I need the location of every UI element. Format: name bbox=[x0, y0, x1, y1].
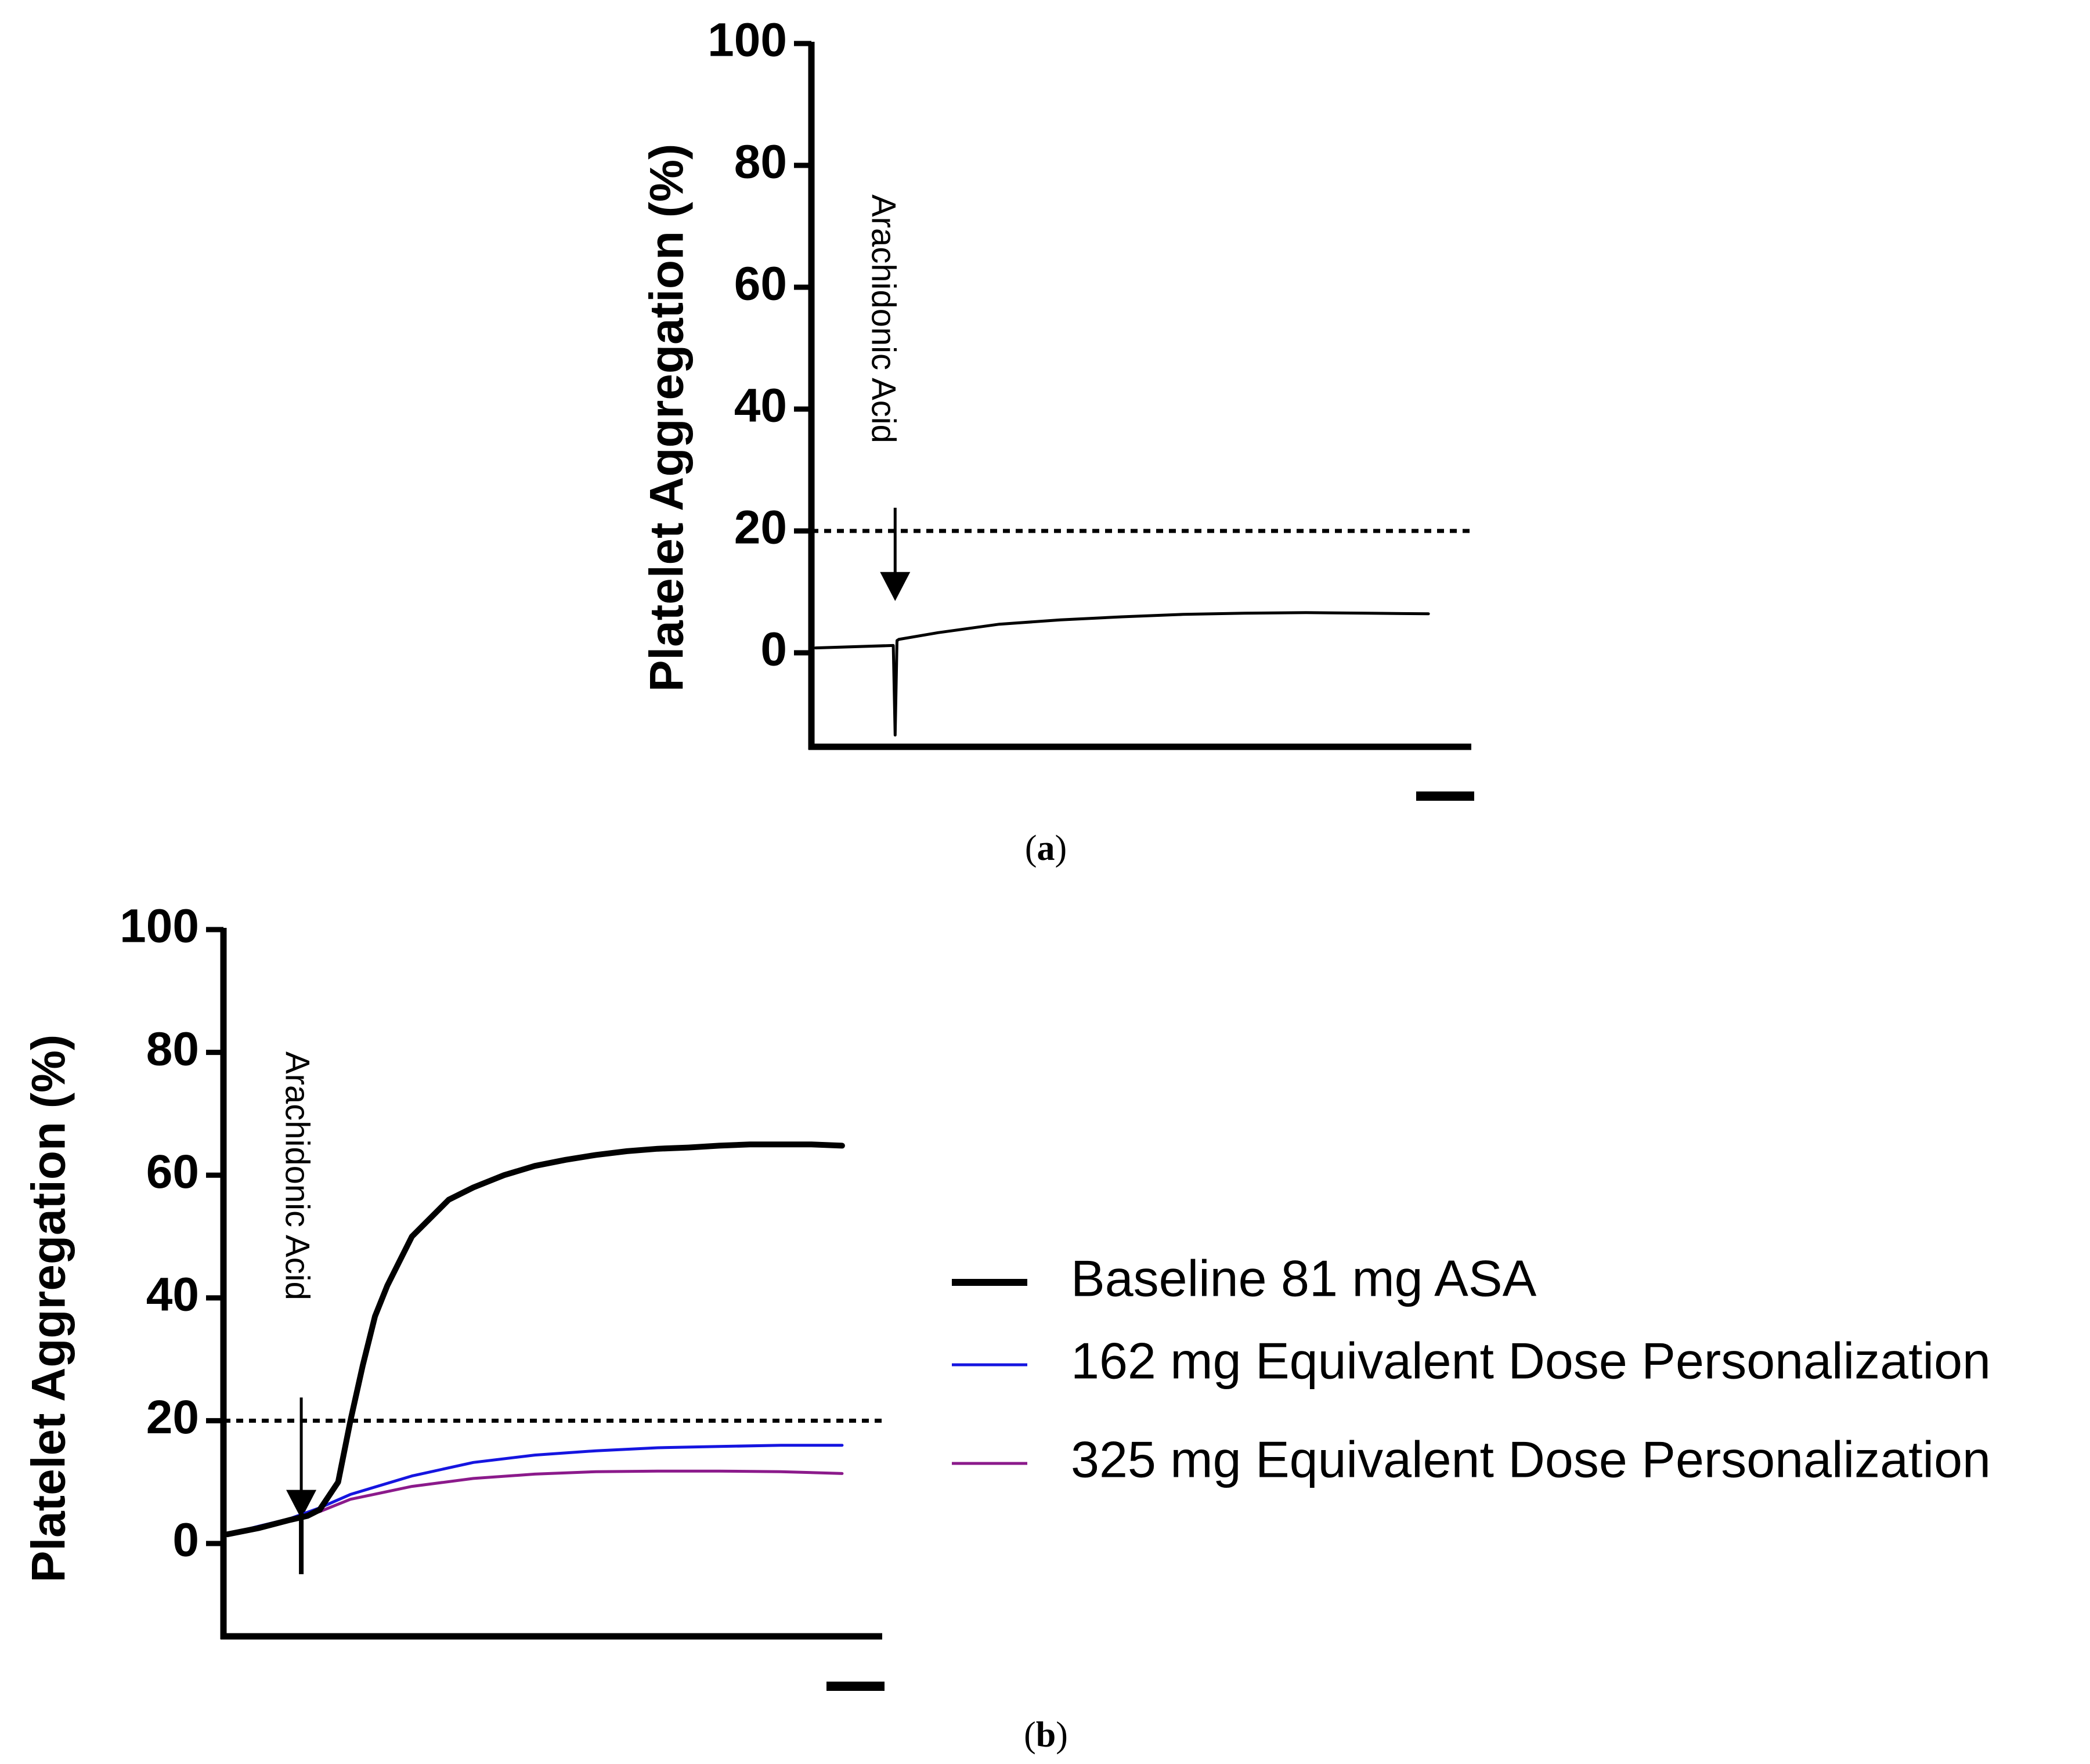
panel-b-y-tick-label-80: 80 bbox=[146, 1022, 199, 1075]
panel-a-series-trace bbox=[814, 611, 1430, 737]
panel-a-chart: Platelet Aggregation (%) Arachidonic Aci… bbox=[641, 14, 1474, 868]
legend-label-baseline: Baseline 81 mg ASA bbox=[1071, 1249, 1537, 1307]
panel-b-y-tick-label-40: 40 bbox=[146, 1268, 199, 1321]
panel-a-caption: (a) bbox=[1025, 829, 1067, 868]
legend-label-325mg: 325 mg Equivalent Dose Personalization bbox=[1071, 1430, 1991, 1488]
panel-a-y-tick-label-100: 100 bbox=[708, 14, 787, 67]
panel-b-y-tick-label-60: 60 bbox=[146, 1145, 199, 1198]
panel-b-y-tick-label-100: 100 bbox=[120, 900, 199, 953]
panel-a-y-tick-label-40: 40 bbox=[734, 379, 787, 432]
panel-a-arrow-label: Arachidonic Acid bbox=[865, 194, 903, 443]
panel-b-chart: Platelet Aggregation (%) Arachidonic Aci… bbox=[23, 900, 1991, 1755]
panel-b-legend: Baseline 81 mg ASA 162 mg Equivalent Dos… bbox=[952, 1249, 1991, 1488]
panel-a-y-tick-label-0: 0 bbox=[760, 623, 787, 676]
panel-b-arrow-head bbox=[286, 1490, 317, 1519]
panel-b-y-axis-title: Platelet Aggregation (%) bbox=[23, 1035, 75, 1583]
panel-b-series-baseline-81-mg-asa bbox=[225, 1141, 845, 1538]
panel-b-series-162-mg-equivalent-dose-personalization bbox=[226, 1444, 844, 1536]
panel-a-y-axis-title: Platelet Aggregation (%) bbox=[641, 144, 694, 692]
panel-a-y-tick-label-60: 60 bbox=[734, 258, 787, 310]
panel-a-y-tick-label-80: 80 bbox=[734, 136, 787, 189]
panel-b-caption: (b) bbox=[1024, 1715, 1068, 1755]
panel-b-y-tick-label-20: 20 bbox=[146, 1391, 199, 1444]
panel-a-arrow-head bbox=[880, 572, 911, 601]
panel-a-y-tick-label-20: 20 bbox=[734, 501, 787, 554]
panel-b-series-325-mg-equivalent-dose-personalization bbox=[226, 1469, 844, 1536]
panel-b-arrow-label: Arachidonic Acid bbox=[279, 1051, 316, 1300]
panel-b-y-tick-label-0: 0 bbox=[172, 1514, 199, 1567]
legend-label-162mg: 162 mg Equivalent Dose Personalization bbox=[1071, 1332, 1991, 1389]
